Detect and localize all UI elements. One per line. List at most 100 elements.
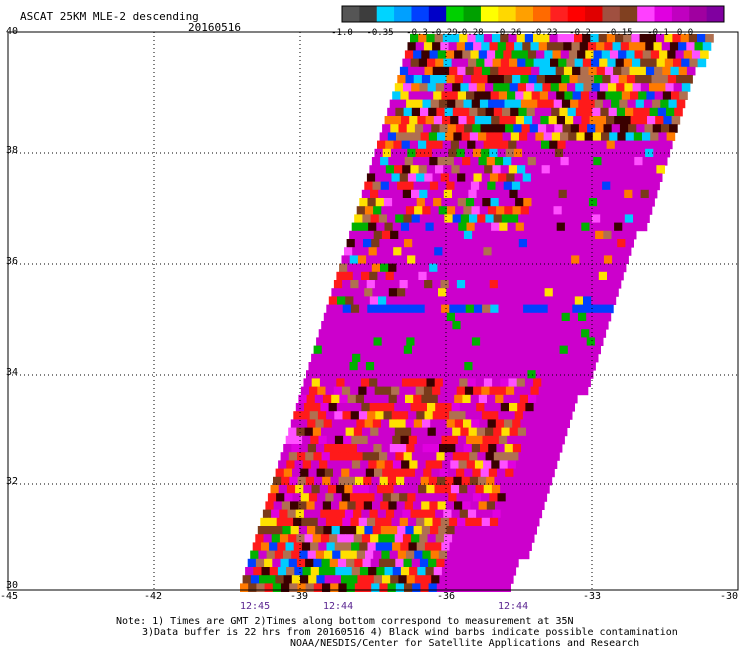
data-cell [450,116,459,125]
data-cell [483,247,492,256]
data-cell [352,271,362,281]
data-cell [430,337,440,346]
data-cell [516,378,526,387]
colorbar-label: -1.0 [331,28,353,38]
data-cell [331,394,340,404]
data-cell [441,329,451,338]
data-cell [500,34,509,43]
data-cell [397,181,406,191]
data-cell [451,509,461,519]
data-cell [528,312,538,322]
data-cell [275,468,285,478]
data-cell [553,312,562,322]
data-cell [553,419,562,428]
data-cell [365,362,375,371]
data-cell [438,288,447,297]
data-cell [521,362,531,371]
data-cell [364,419,374,428]
data-cell [486,239,495,248]
data-cell [474,222,484,232]
data-cell [578,312,587,322]
data-cell [561,312,571,322]
data-cell [418,509,428,519]
data-cell [660,124,670,133]
data-cell [307,550,317,560]
data-cell [437,370,446,379]
data-cell [578,124,588,133]
data-cell [531,435,541,445]
data-cell [426,378,436,387]
data-cell [505,575,514,584]
data-cell [413,419,423,428]
data-cell [501,214,511,223]
data-cell [393,247,402,256]
data-cell [498,411,507,420]
data-cell [493,558,503,568]
data-cell [432,386,441,396]
y-axis-label: 30 [6,580,19,591]
data-cell [542,189,551,199]
data-cell [399,280,409,289]
data-cell [316,575,325,584]
data-cell [467,247,476,256]
data-cell [578,206,587,215]
data-cell [418,403,428,412]
data-cell [522,148,531,158]
data-cell [599,58,608,68]
data-cell [422,444,432,453]
data-cell [360,247,369,256]
data-cell [475,378,485,387]
data-cell [450,567,459,576]
data-cell [596,66,606,76]
data-cell [601,263,610,273]
data-cell [424,517,433,527]
data-cell [548,353,558,363]
data-cell [253,567,262,576]
data-cell [269,567,279,576]
data-cell [470,370,479,379]
data-cell [402,58,411,68]
data-cell [473,173,483,182]
data-cell [612,280,622,289]
data-cell [561,75,570,84]
data-cell [514,411,524,420]
data-cell [464,124,473,133]
data-cell [510,239,520,248]
data-cell [326,542,336,551]
data-cell [516,353,525,363]
data-cell [657,83,666,92]
data-cell [509,189,518,199]
data-cell [345,427,355,437]
data-cell [589,91,598,100]
data-cell [448,517,458,527]
data-cell [473,280,482,289]
data-cell [533,378,542,387]
data-cell [594,312,603,322]
data-cell [491,460,500,469]
data-cell [538,468,547,478]
data-cell [633,132,643,141]
data-cell [317,411,327,420]
data-cell [429,181,439,191]
data-cell [569,75,579,84]
data-cell [579,280,589,289]
data-cell [482,222,492,232]
data-cell [477,345,487,355]
data-cell [365,550,374,560]
data-cell [344,271,354,281]
data-cell [445,583,454,592]
data-cell [557,140,566,150]
data-cell [480,255,490,264]
data-cell [575,214,585,223]
data-cell [484,403,493,412]
data-cell [391,280,400,289]
data-cell [298,394,307,404]
data-cell [543,476,553,486]
data-cell [467,34,476,43]
data-cell [463,230,473,240]
data-cell [612,173,622,182]
data-cell [518,107,527,117]
data-cell [499,353,509,363]
data-cell [496,312,505,322]
data-cell [407,280,417,289]
